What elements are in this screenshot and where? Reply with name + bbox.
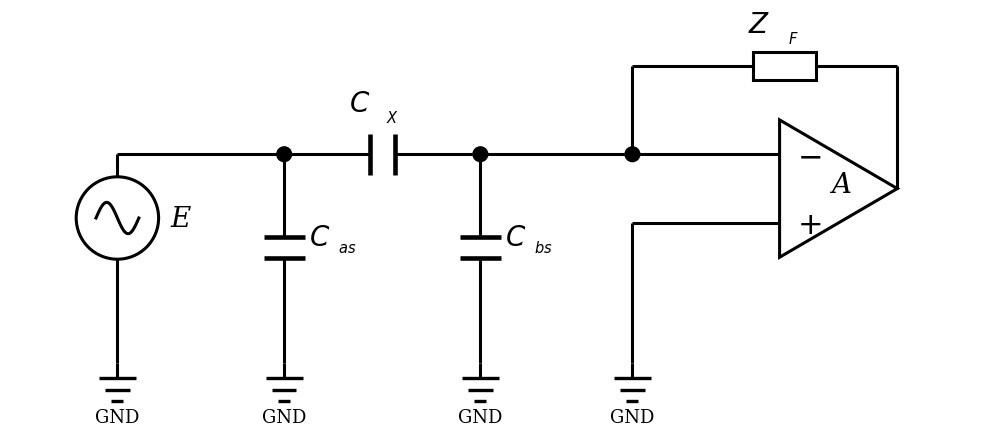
Text: GND: GND [262,408,306,426]
Text: $+$: $+$ [797,211,822,240]
Text: $_{bs}$: $_{bs}$ [534,237,553,255]
Circle shape [277,148,292,162]
Text: GND: GND [458,408,503,426]
Text: $_F$: $_F$ [788,28,799,47]
Text: $_{as}$: $_{as}$ [338,237,357,255]
Circle shape [473,148,488,162]
Text: $_X$: $_X$ [386,106,399,126]
Text: $-$: $-$ [797,142,822,171]
Bar [753,53,816,81]
Text: $Z$: $Z$ [748,12,770,39]
Text: $C$: $C$ [349,91,371,118]
Text: $C$: $C$ [505,225,526,251]
Circle shape [625,148,640,162]
Text: E: E [170,205,191,232]
Text: A: A [831,172,851,199]
Text: $C$: $C$ [309,225,330,251]
Text: GND: GND [610,408,655,426]
Text: GND: GND [95,408,140,426]
